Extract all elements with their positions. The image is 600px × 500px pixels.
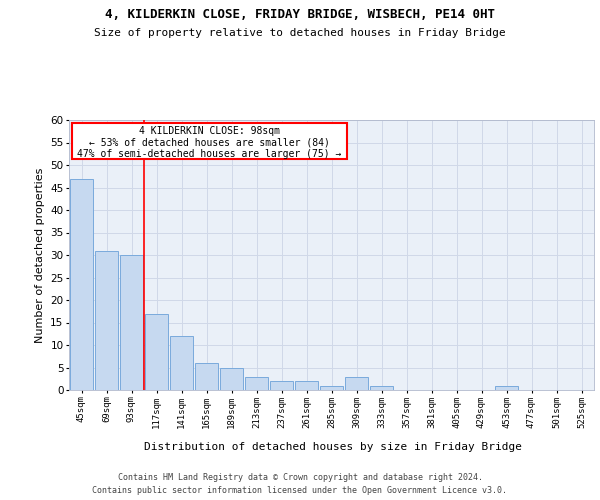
FancyBboxPatch shape — [71, 122, 347, 159]
Text: Size of property relative to detached houses in Friday Bridge: Size of property relative to detached ho… — [94, 28, 506, 38]
Bar — [220, 368, 244, 390]
Bar — [145, 314, 169, 390]
Bar — [119, 255, 143, 390]
Bar — [170, 336, 193, 390]
Bar — [494, 386, 518, 390]
Bar — [70, 178, 94, 390]
Text: ← 53% of detached houses are smaller (84): ← 53% of detached houses are smaller (84… — [89, 138, 330, 147]
Text: 47% of semi-detached houses are larger (75) →: 47% of semi-detached houses are larger (… — [77, 149, 341, 159]
Y-axis label: Number of detached properties: Number of detached properties — [35, 168, 44, 342]
Text: 4 KILDERKIN CLOSE: 98sqm: 4 KILDERKIN CLOSE: 98sqm — [139, 126, 280, 136]
Bar — [344, 376, 368, 390]
Text: Distribution of detached houses by size in Friday Bridge: Distribution of detached houses by size … — [144, 442, 522, 452]
Bar — [95, 250, 118, 390]
Text: Contains HM Land Registry data © Crown copyright and database right 2024.: Contains HM Land Registry data © Crown c… — [118, 472, 482, 482]
Bar — [194, 363, 218, 390]
Bar — [245, 376, 268, 390]
Bar — [295, 381, 319, 390]
Text: 4, KILDERKIN CLOSE, FRIDAY BRIDGE, WISBECH, PE14 0HT: 4, KILDERKIN CLOSE, FRIDAY BRIDGE, WISBE… — [105, 8, 495, 20]
Bar — [269, 381, 293, 390]
Text: Contains public sector information licensed under the Open Government Licence v3: Contains public sector information licen… — [92, 486, 508, 495]
Bar — [320, 386, 343, 390]
Bar — [370, 386, 394, 390]
